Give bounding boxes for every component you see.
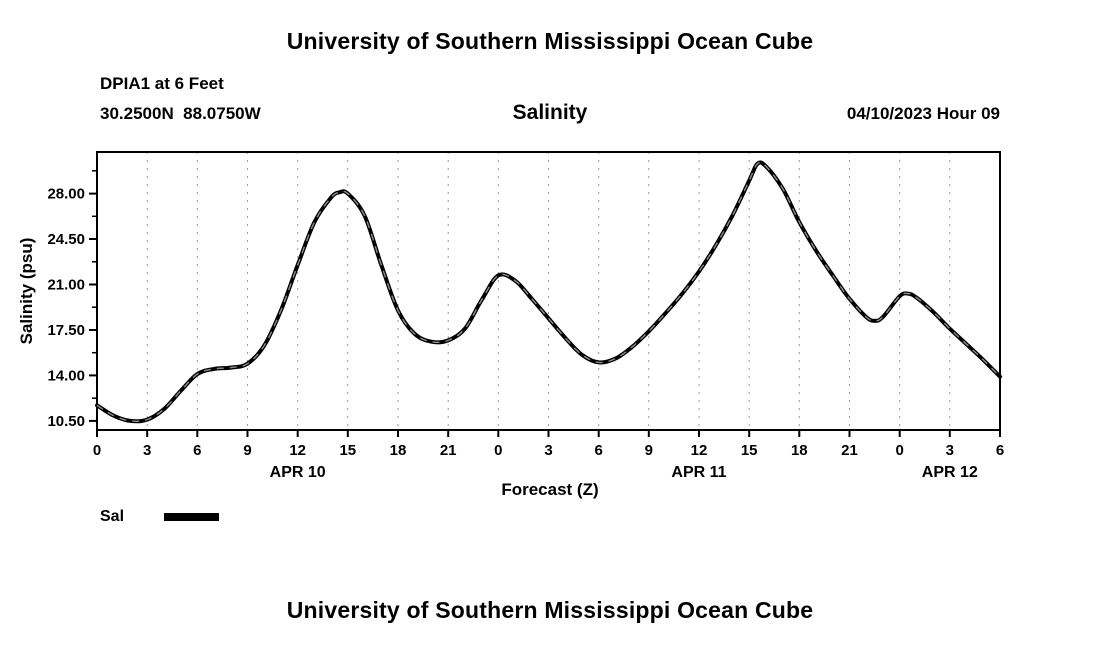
svg-text:10.50: 10.50	[47, 413, 85, 430]
svg-text:15: 15	[339, 442, 356, 459]
svg-text:15: 15	[741, 442, 758, 459]
svg-text:21: 21	[440, 442, 457, 459]
legend: Sal	[100, 508, 220, 526]
svg-text:14.00: 14.00	[47, 367, 85, 384]
x-axis-label: Forecast (Z)	[501, 480, 599, 499]
svg-text:APR 12: APR 12	[922, 464, 978, 481]
svg-text:Salinity (psu): Salinity (psu)	[17, 238, 36, 345]
page-title: University of Southern Mississippi Ocean…	[286, 28, 814, 54]
legend-series-label: Sal	[100, 508, 125, 525]
svg-text:24.50: 24.50	[47, 231, 85, 248]
svg-text:3: 3	[946, 442, 954, 459]
station-label: DPIA1 at 6 Feet	[100, 74, 224, 93]
svg-text:17.50: 17.50	[47, 322, 85, 339]
svg-text:3: 3	[143, 442, 151, 459]
svg-text:3: 3	[544, 442, 552, 459]
svg-text:21: 21	[841, 442, 858, 459]
svg-text:6: 6	[193, 442, 201, 459]
svg-text:21.00: 21.00	[47, 277, 85, 294]
svg-text:APR 11: APR 11	[671, 464, 726, 481]
svg-text:18: 18	[390, 442, 407, 459]
legend-line-swatch-icon	[164, 513, 220, 521]
svg-text:12: 12	[691, 442, 708, 459]
svg-text:APR 10: APR 10	[270, 464, 326, 481]
svg-text:6: 6	[996, 442, 1004, 459]
coordinates-label: 30.2500N 88.0750W	[100, 104, 261, 123]
svg-text:0: 0	[494, 442, 502, 459]
forecast-run-time: 04/10/2023 Hour 09	[846, 104, 1000, 123]
footer-title: University of Southern Mississippi Ocean…	[286, 597, 814, 623]
svg-text:12: 12	[289, 442, 306, 459]
svg-text:6: 6	[595, 442, 603, 459]
svg-text:9: 9	[645, 442, 653, 459]
svg-text:0: 0	[896, 442, 904, 459]
chart-title: Salinity	[512, 101, 588, 124]
svg-text:9: 9	[243, 442, 251, 459]
svg-text:18: 18	[791, 442, 808, 459]
svg-text:28.00: 28.00	[47, 186, 85, 203]
svg-text:0: 0	[93, 442, 101, 459]
